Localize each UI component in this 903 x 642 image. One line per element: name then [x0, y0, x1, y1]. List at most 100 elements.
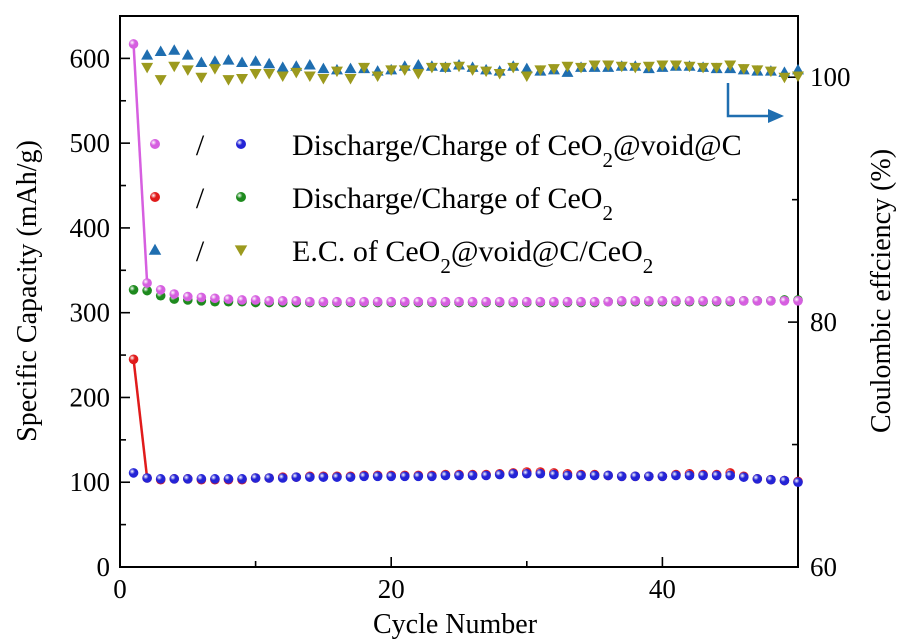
data-point — [493, 69, 506, 80]
data-point — [657, 296, 668, 306]
y-left-tick-label: 100 — [70, 467, 111, 497]
data-point — [359, 296, 369, 307]
data-point — [549, 469, 559, 480]
series-0 — [128, 39, 803, 307]
data-point — [534, 65, 547, 76]
arrow-head — [768, 109, 784, 123]
data-point — [562, 470, 573, 481]
data-point — [508, 296, 519, 307]
y-left-tick-label: 600 — [70, 43, 111, 73]
data-point — [330, 66, 343, 78]
data-point — [223, 474, 234, 484]
legend-separator: / — [196, 182, 205, 215]
data-point — [276, 71, 289, 82]
data-point — [317, 73, 330, 85]
data-point — [399, 296, 410, 307]
data-point — [520, 71, 533, 82]
data-point — [507, 62, 520, 74]
data-point — [644, 471, 654, 482]
data-point — [642, 61, 655, 73]
data-point — [562, 296, 573, 307]
data-point — [547, 64, 560, 75]
data-point — [576, 296, 586, 307]
annotation-arrow — [726, 83, 784, 123]
legend-marker — [236, 192, 246, 202]
data-point — [263, 57, 276, 69]
data-point — [738, 296, 749, 306]
data-point — [399, 471, 410, 482]
data-point — [603, 470, 613, 481]
data-point — [128, 354, 139, 365]
data-point — [467, 470, 478, 481]
legend-text-part: @void@C — [613, 129, 742, 162]
data-point — [386, 471, 397, 482]
data-point — [195, 72, 208, 84]
x-tick-label: 20 — [378, 574, 405, 604]
data-point — [291, 472, 302, 482]
series-layer — [128, 39, 804, 488]
data-point — [318, 472, 329, 482]
y-axis-left-title: Specific Capacity (mAh/g) — [12, 140, 43, 442]
data-point — [303, 71, 316, 82]
data-point — [793, 477, 803, 488]
data-point — [332, 296, 342, 307]
data-point — [766, 296, 776, 306]
data-point — [615, 61, 628, 73]
data-point — [141, 49, 154, 60]
data-point — [589, 470, 600, 481]
data-point — [210, 474, 220, 484]
data-point — [412, 69, 425, 80]
data-point — [480, 66, 493, 78]
data-point — [372, 471, 383, 482]
data-point — [711, 296, 722, 306]
data-point — [183, 474, 193, 484]
data-point — [154, 75, 167, 86]
data-point — [549, 296, 559, 307]
data-point — [671, 470, 681, 481]
y-left-tick-label: 300 — [70, 298, 111, 328]
data-point — [222, 75, 235, 86]
data-point — [616, 471, 627, 482]
data-point — [520, 62, 533, 74]
data-point — [317, 62, 330, 74]
data-point — [603, 296, 613, 307]
data-point — [766, 474, 776, 485]
data-point — [724, 60, 737, 71]
data-point — [290, 67, 303, 79]
data-point — [196, 474, 207, 484]
legend-marker — [234, 245, 248, 257]
data-point — [440, 470, 451, 481]
y-left-tick-label: 0 — [97, 552, 111, 582]
legend-separator: / — [196, 129, 205, 162]
data-point — [725, 296, 735, 306]
data-point — [128, 285, 139, 295]
data-point — [669, 60, 682, 71]
data-point — [481, 296, 491, 307]
data-point — [210, 293, 220, 304]
data-point — [453, 61, 465, 73]
data-point — [630, 471, 641, 482]
legend-text-part: @void@C/CeO — [451, 235, 643, 268]
data-point — [684, 470, 695, 481]
legend: / Discharge/Charge of CeO2@void@C/Dischar… — [148, 129, 742, 278]
legend-label: Discharge/Charge of CeO2 — [292, 182, 613, 225]
data-point — [142, 285, 152, 296]
plot-area — [119, 15, 799, 568]
data-point — [466, 65, 479, 76]
data-point — [155, 285, 166, 295]
data-point — [372, 296, 383, 307]
data-point — [142, 473, 152, 483]
data-point — [398, 65, 411, 76]
data-point — [250, 295, 261, 305]
series-line — [132, 43, 149, 284]
data-point — [454, 470, 464, 481]
data-point — [169, 289, 180, 299]
data-point — [345, 296, 356, 307]
x-tick-label: 40 — [649, 574, 676, 604]
data-point — [508, 468, 519, 479]
legend-row: / Discharge/Charge of CeO2 — [150, 182, 613, 225]
data-point — [183, 291, 193, 302]
data-point — [168, 61, 181, 73]
data-point — [671, 296, 681, 306]
data-point — [277, 296, 288, 306]
